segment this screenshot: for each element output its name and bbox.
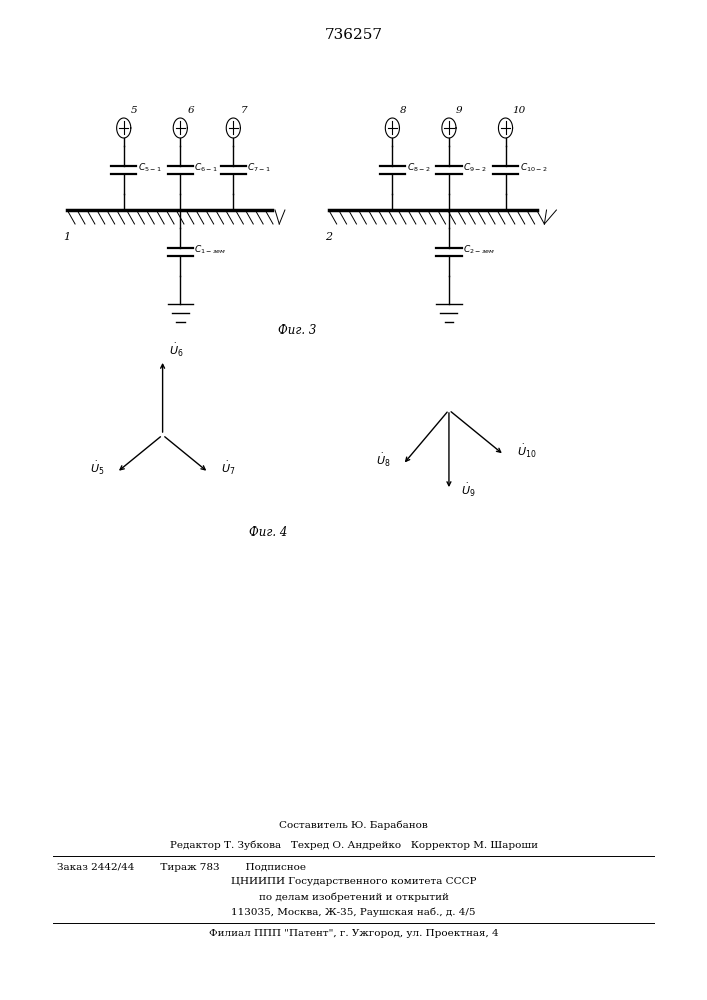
Text: 10: 10 [513, 106, 526, 115]
Text: 113035, Москва, Ж-35, Раушская наб., д. 4/5: 113035, Москва, Ж-35, Раушская наб., д. … [231, 907, 476, 917]
Text: $C_{9-2}$: $C_{9-2}$ [463, 162, 486, 174]
Text: $C_{2-зем}$: $C_{2-зем}$ [463, 244, 495, 256]
Text: 2: 2 [325, 232, 332, 242]
Text: $C_{6-1}$: $C_{6-1}$ [194, 162, 218, 174]
Text: $\dot{U}_{10}$: $\dot{U}_{10}$ [517, 442, 537, 460]
Text: Редактор Т. Зубкова   Техред О. Андрейко   Корректор М. Шароши: Редактор Т. Зубкова Техред О. Андрейко К… [170, 840, 537, 850]
Text: $C_{8-2}$: $C_{8-2}$ [407, 162, 430, 174]
Text: $\dot{U}_9$: $\dot{U}_9$ [462, 481, 476, 499]
Text: Филиал ППП "Патент", г. Ужгород, ул. Проектная, 4: Филиал ППП "Патент", г. Ужгород, ул. Про… [209, 930, 498, 938]
Text: 9: 9 [456, 106, 462, 115]
Text: 6: 6 [187, 106, 194, 115]
Text: $C_{10-2}$: $C_{10-2}$ [520, 162, 547, 174]
Text: $C_{7-1}$: $C_{7-1}$ [247, 162, 271, 174]
Text: Фиг. 4: Фиг. 4 [250, 526, 288, 538]
Text: $\dot{U}_7$: $\dot{U}_7$ [221, 460, 235, 477]
Text: по делам изобретений и открытий: по делам изобретений и открытий [259, 892, 448, 902]
Text: 7: 7 [240, 106, 247, 115]
Text: 8: 8 [399, 106, 406, 115]
Text: $\dot{U}_6$: $\dot{U}_6$ [170, 341, 184, 359]
Text: 736257: 736257 [325, 28, 382, 42]
Text: $C_{1-зем}$: $C_{1-зем}$ [194, 244, 226, 256]
Text: $\dot{U}_8$: $\dot{U}_8$ [376, 452, 390, 469]
Text: ЦНИИПИ Государственного комитета СССР: ЦНИИПИ Государственного комитета СССР [230, 878, 477, 886]
Text: Составитель Ю. Барабанов: Составитель Ю. Барабанов [279, 820, 428, 830]
Text: 1: 1 [64, 232, 71, 242]
Text: 5: 5 [131, 106, 137, 115]
Text: Заказ 2442/44        Тираж 783        Подписное: Заказ 2442/44 Тираж 783 Подписное [57, 862, 305, 872]
Text: $\dot{U}_5$: $\dot{U}_5$ [90, 460, 104, 477]
Text: Фиг. 3: Фиг. 3 [278, 324, 316, 336]
Text: $C_{5-1}$: $C_{5-1}$ [138, 162, 161, 174]
